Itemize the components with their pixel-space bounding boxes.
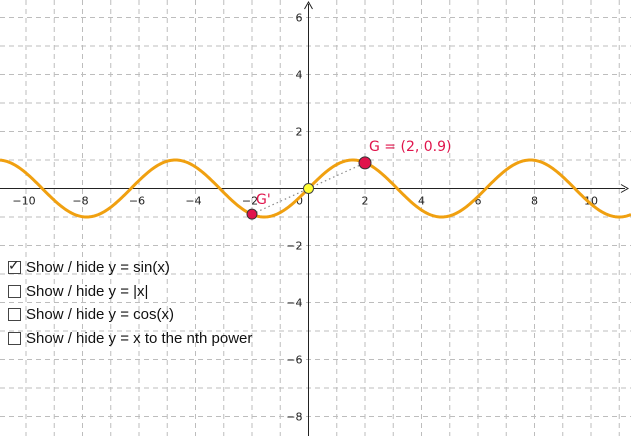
toggle-cos-row[interactable]: ✓ Show / hide y = cos(x) [8, 303, 252, 327]
x-tick-label: −4 [185, 195, 201, 208]
point-g-prime[interactable] [246, 208, 258, 220]
x-tick-label: 2 [362, 195, 369, 208]
y-tick-label: 4 [296, 69, 303, 82]
toggle-abs-label[interactable]: Show / hide y = |x| [26, 282, 149, 300]
x-tick-label: 4 [418, 195, 425, 208]
x-tick-label: 8 [531, 195, 538, 208]
y-tick-label: −8 [286, 411, 302, 424]
toggle-abs-row[interactable]: ✓ Show / hide y = |x| [8, 280, 252, 304]
toggle-sin-row[interactable]: ✓ Show / hide y = sin(x) [8, 256, 252, 280]
x-tick-label: 0 [296, 195, 303, 208]
x-tick-label: 10 [584, 195, 598, 208]
tick-labels: −10 −8 −6 −4 −2 0 2 4 6 8 10 −8 −6 −4 −2 2 4 6 [12, 12, 598, 424]
check-mark-icon: ✓ [8, 257, 20, 274]
toggle-sin-label[interactable]: Show / hide y = sin(x) [26, 259, 170, 277]
function-toggle-panel: ✓ Show / hide y = sin(x) ✓ Show / hide y… [8, 256, 252, 350]
y-tick-label: −6 [286, 354, 302, 367]
y-tick-label: 2 [296, 126, 303, 139]
point-g[interactable] [358, 156, 372, 170]
x-tick-label: 6 [475, 195, 482, 208]
y-tick-label: 6 [296, 12, 303, 25]
point-g-prime-label: G' [256, 192, 271, 208]
x-tick-label: −8 [72, 195, 88, 208]
y-tick-label: −4 [286, 297, 302, 310]
x-axis-arrow [620, 184, 630, 193]
toggle-cos-label[interactable]: Show / hide y = cos(x) [26, 306, 174, 324]
dotted-segment-gprime-origin [251, 187, 309, 215]
y-tick-label: −2 [286, 240, 302, 253]
toggle-cos-checkbox[interactable]: ✓ [8, 308, 21, 322]
toggle-power-row[interactable]: ✓ Show / hide y = x to the nth power [8, 327, 252, 351]
point-g-label: G = (2, 0.9) [369, 139, 451, 155]
dotted-segment-origin-g [308, 162, 366, 190]
toggle-power-label[interactable]: Show / hide y = x to the nth power [26, 329, 253, 347]
toggle-power-checkbox[interactable]: ✓ [8, 331, 21, 345]
y-axis-arrow [304, 0, 313, 10]
origin-point[interactable] [303, 183, 314, 194]
toggle-abs-checkbox[interactable]: ✓ [8, 284, 21, 298]
x-tick-label: −10 [12, 195, 35, 208]
x-tick-label: −6 [129, 195, 145, 208]
toggle-sin-checkbox[interactable]: ✓ [8, 257, 21, 275]
sine-curve [0, 158, 631, 219]
x-tick-label: −2 [242, 195, 258, 208]
